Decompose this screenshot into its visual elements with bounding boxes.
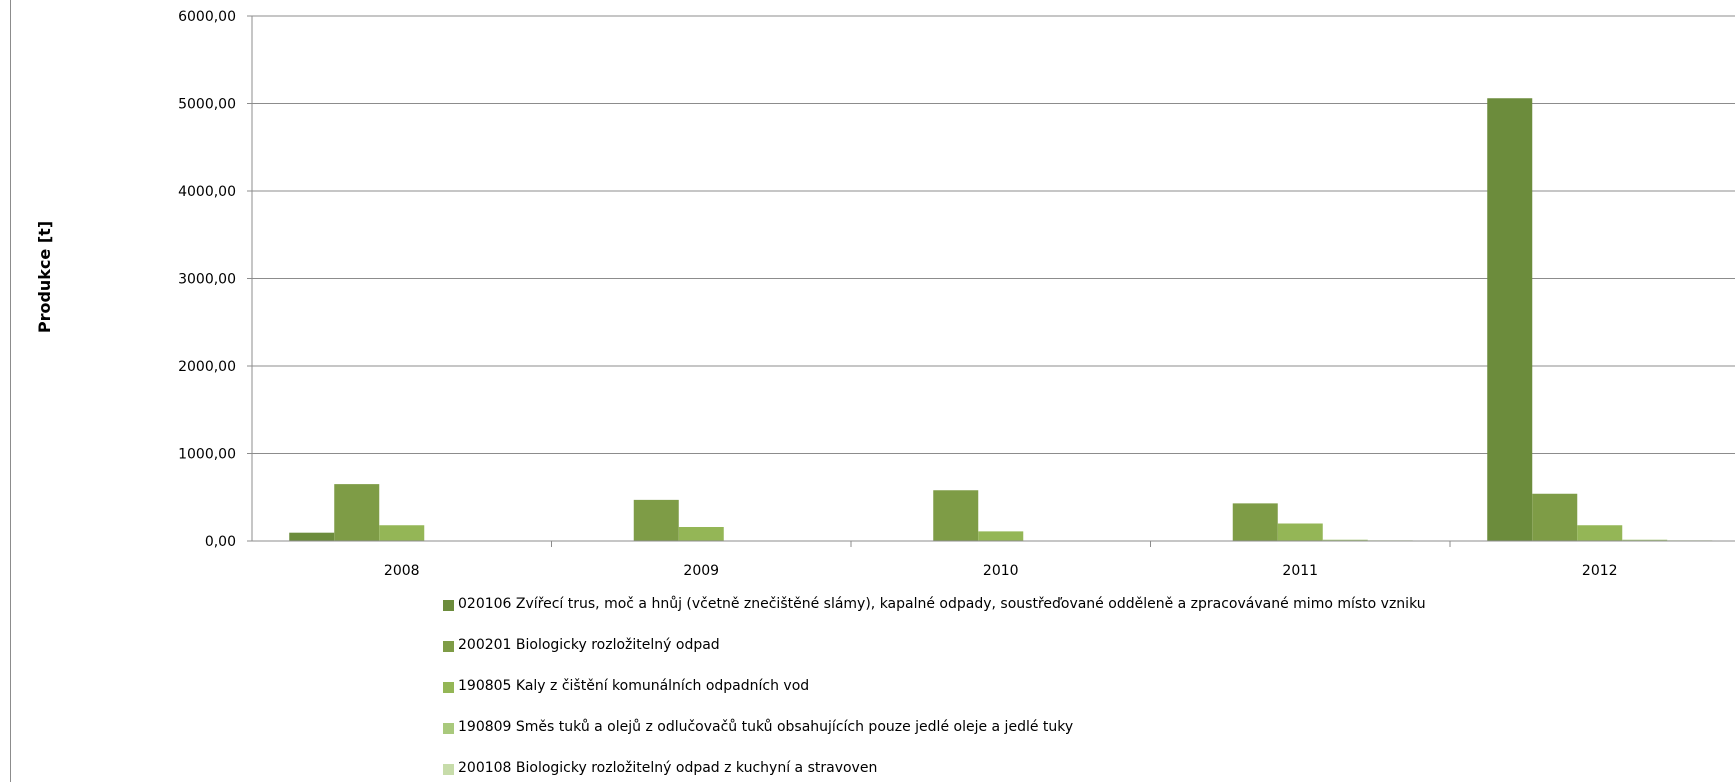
bar	[678, 527, 724, 541]
y-tick-label: 2000,00	[178, 359, 236, 375]
bar	[1622, 539, 1668, 541]
tick-labels: 0,00 1000,00 2000,00 3000,00 4000,00 5000,00 6…	[178, 9, 1617, 579]
bar	[1232, 503, 1278, 541]
axes	[247, 15, 1735, 547]
legend-swatch	[443, 641, 454, 652]
legend-swatch	[443, 764, 454, 775]
legend-label: 020106 Zvířecí trus, moč a hnůj (včetně …	[458, 596, 1426, 612]
legend-item: 020106 Zvířecí trus, moč a hnůj (včetně …	[443, 594, 1426, 635]
y-tick-label: 3000,00	[178, 272, 236, 288]
bar	[1577, 525, 1623, 541]
y-tick-label: 0,00	[205, 534, 236, 550]
legend-label: 200201 Biologicky rozložitelný odpad	[458, 637, 720, 653]
bar	[1487, 98, 1533, 541]
legend-label: 190805 Kaly z čištění komunálních odpadn…	[458, 678, 810, 694]
x-tick-label: 2008	[384, 563, 420, 579]
x-tick-label: 2012	[1582, 563, 1618, 579]
x-tick-label: 2011	[1282, 563, 1318, 579]
bar	[978, 531, 1024, 541]
bar	[1532, 493, 1578, 541]
legend-item: 200108 Biologicky rozložitelný odpad z k…	[443, 758, 1426, 782]
x-tick-label: 2010	[983, 563, 1019, 579]
bar	[379, 525, 425, 541]
x-tick-label: 2009	[683, 563, 719, 579]
legend-label: 190809 Směs tuků a olejů z odlučovačů tu…	[458, 719, 1074, 735]
bar	[633, 499, 679, 541]
legend-swatch	[443, 723, 454, 734]
legend-item: 200201 Biologicky rozložitelný odpad	[443, 635, 1426, 676]
bars	[289, 98, 1713, 542]
bar	[334, 484, 380, 541]
legend-item: 190809 Směs tuků a olejů z odlučovačů tu…	[443, 717, 1426, 758]
bar	[1322, 539, 1368, 541]
bar	[1277, 523, 1323, 541]
bar	[289, 532, 335, 541]
legend-item: 190805 Kaly z čištění komunálních odpadn…	[443, 676, 1426, 717]
chart-border	[10, 0, 11, 782]
y-tick-label: 5000,00	[178, 97, 236, 113]
bar	[933, 490, 979, 541]
legend-swatch	[443, 682, 454, 693]
legend-swatch	[443, 600, 454, 611]
y-axis-label: Produkce [t]	[35, 221, 54, 333]
y-tick-label: 4000,00	[178, 184, 236, 200]
legend-label: 200108 Biologicky rozložitelný odpad z k…	[458, 760, 878, 776]
legend: 020106 Zvířecí trus, moč a hnůj (včetně …	[443, 594, 1426, 782]
y-tick-label: 6000,00	[178, 9, 236, 25]
y-tick-label: 1000,00	[178, 447, 236, 463]
